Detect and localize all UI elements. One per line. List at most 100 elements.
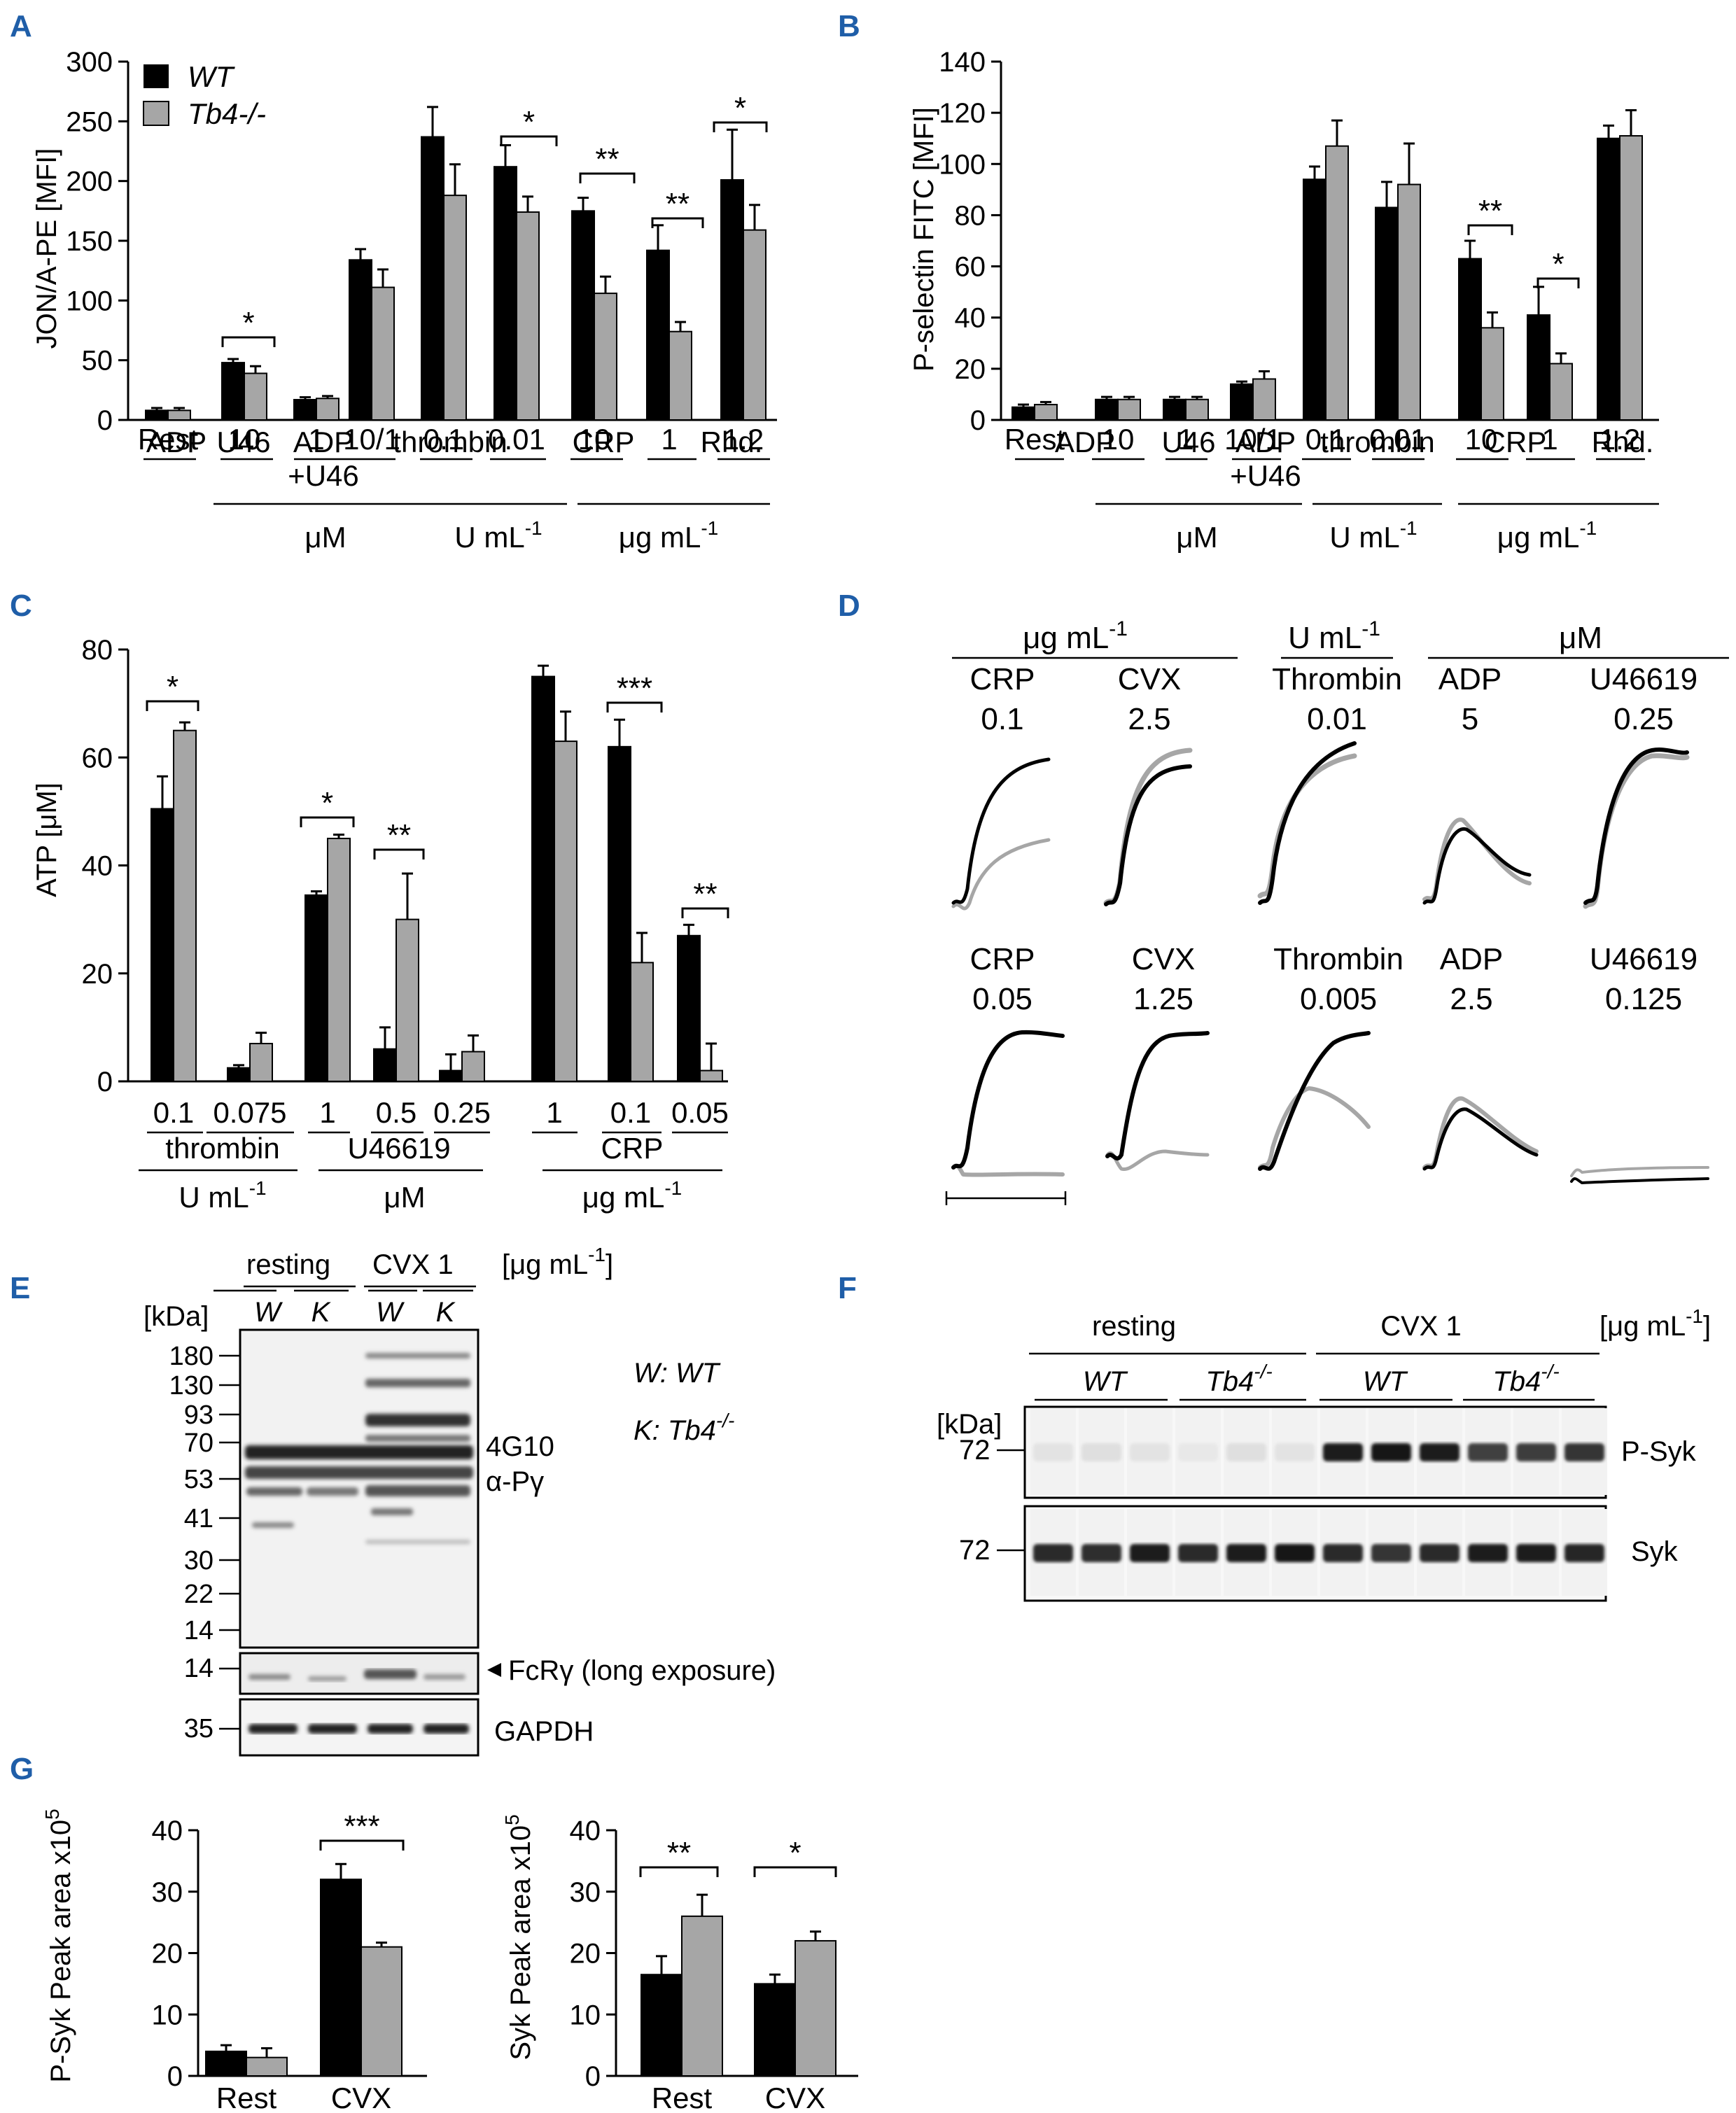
bar-wt xyxy=(608,745,631,1082)
bar-ko xyxy=(1619,135,1643,421)
blot-e-marker-gapdh: 35 xyxy=(184,1714,214,1743)
trace-adp-5-wt xyxy=(1422,827,1532,905)
panel-d-aggregation-traces: μg mL-1 U mL-1 μM CRP 0.1 CVX 2.5 Thromb… xyxy=(945,617,1729,1205)
chart-a-agonist-extra: +U46 xyxy=(288,459,359,492)
blot-f-syk-label: Syk xyxy=(1631,1536,1679,1567)
trace-dose: 0.005 xyxy=(1300,982,1377,1016)
legend-wt-swatch xyxy=(144,64,169,88)
bar-wt xyxy=(1230,383,1254,421)
chart-a-agonist: ADP xyxy=(293,426,354,458)
bar-ko xyxy=(1252,378,1276,421)
trace-crp-0.1-ko xyxy=(951,838,1051,911)
significance-bracket xyxy=(606,701,663,712)
y-tick-label: 150 xyxy=(66,226,113,257)
trace-adp-5-ko xyxy=(1422,817,1532,901)
x-category-label: 0.1 xyxy=(1306,423,1346,456)
x-category-label: Rest xyxy=(138,423,199,456)
capillary-band xyxy=(1275,1544,1315,1562)
x-category-label: 0.1 xyxy=(153,1096,194,1129)
x-category-label: Rest xyxy=(652,2082,713,2113)
chart-g-syk-ylabel: Syk Peak area x105 xyxy=(501,1814,536,2060)
y-tick-label: 60 xyxy=(82,743,113,773)
panel-label-g: G xyxy=(10,1752,34,1786)
bar-ko xyxy=(1034,404,1058,421)
chart-b-unit: μM xyxy=(1176,521,1217,554)
blot-e-marker: 53 xyxy=(184,1465,214,1494)
bar-wt xyxy=(531,675,555,1082)
y-tick-label: 300 xyxy=(66,47,113,78)
x-category-label: 0.05 xyxy=(671,1096,729,1129)
significance-bracket xyxy=(651,217,704,228)
bar-ko xyxy=(371,286,395,421)
chart-g-psyk-ylabel: P-Syk Peak area x105 xyxy=(41,1809,76,2082)
blot-f-group: CVX 1 xyxy=(1380,1311,1462,1342)
blot-e-fcr-label: FcRγ (long exposure) xyxy=(508,1655,776,1686)
x-category-label: 1 xyxy=(546,1096,562,1129)
capillary-band xyxy=(1420,1544,1460,1562)
trace-agonist: U46619 xyxy=(1590,942,1698,976)
blot-e-marker: 70 xyxy=(184,1428,214,1458)
x-category-label: Rest xyxy=(1004,423,1065,456)
blot-e-lane: W xyxy=(254,1297,283,1328)
bar-wt xyxy=(1303,178,1326,421)
blot-e-key-k: K: Tb4-/- xyxy=(634,1410,734,1446)
trace-agonist: U46619 xyxy=(1590,662,1698,696)
capillary-band xyxy=(1371,1443,1411,1461)
blot-e-gapdh-label: GAPDH xyxy=(494,1716,594,1747)
significance-stars: * xyxy=(523,105,535,139)
bar-ko xyxy=(681,1915,723,2077)
significance-stars: *** xyxy=(344,1809,379,1844)
trace-dose: 1.25 xyxy=(1133,982,1194,1016)
x-category-label: 1 xyxy=(1177,423,1194,456)
trace-crp-0.1-wt xyxy=(951,757,1051,905)
bar-ko xyxy=(516,211,540,421)
trace-u466-0.125-ko xyxy=(1570,1166,1709,1177)
capillary-band xyxy=(1516,1544,1556,1562)
capillary-band xyxy=(1033,1544,1073,1562)
bar-ko xyxy=(1397,183,1421,421)
chart-c-unit: μM xyxy=(384,1181,425,1214)
significance-bracket xyxy=(373,848,425,859)
significance-bracket xyxy=(713,121,768,132)
chart-a-bars: 0 50 100 150 200 250 300 Rest 10 1 10/1 0.1 0.01 10 1 1… xyxy=(66,47,777,461)
trace-cvx-2.5-wt xyxy=(1104,764,1192,906)
x-category-label: 0.5 xyxy=(376,1096,416,1129)
bar-ko xyxy=(244,372,267,421)
bar-ko xyxy=(594,293,617,421)
bar-ko xyxy=(1117,398,1141,421)
x-category-label: 0.01 xyxy=(488,423,545,456)
y-tick-label: 60 xyxy=(955,252,986,283)
x-category-label: 1 xyxy=(319,1096,335,1129)
y-tick-label: 10 xyxy=(570,2000,601,2030)
trace-crp-0.05-wt xyxy=(951,1030,1065,1170)
bar-ko xyxy=(743,229,766,421)
y-tick-label: 120 xyxy=(939,98,986,129)
significance-bracket xyxy=(319,1839,405,1851)
blot-e-4g10-label: 4G10 xyxy=(486,1431,554,1462)
bar-ko xyxy=(443,195,467,421)
blot-f-subgroup: WT xyxy=(1363,1366,1408,1397)
bar-wt xyxy=(1095,398,1119,421)
capillary-band xyxy=(1082,1443,1121,1461)
chart-c-agonist: CRP xyxy=(601,1132,664,1165)
bar-ko xyxy=(554,740,578,1083)
bar-wt xyxy=(646,249,670,421)
trace-u466-0.125-wt xyxy=(1570,1177,1709,1184)
capillary-band xyxy=(1516,1443,1556,1461)
capillary-band xyxy=(1226,1544,1266,1562)
bar-wt xyxy=(421,136,444,421)
bar-ko xyxy=(1325,145,1349,421)
significance-stars: ** xyxy=(387,818,411,852)
trace-cvx-1.25-wt xyxy=(1105,1031,1210,1161)
trace-thr-0.01-wt xyxy=(1258,741,1357,905)
blot-e-lane: W xyxy=(376,1297,405,1328)
blot-e-unit: [μg mL-1] xyxy=(502,1244,613,1280)
panel-d-header: U mL-1 xyxy=(1288,617,1380,655)
bar-wt xyxy=(571,210,595,421)
bar-wt xyxy=(754,1983,796,2077)
legend-ko-swatch xyxy=(143,101,169,126)
y-tick-label: 30 xyxy=(570,1877,601,1908)
blot-f-subgroup: Tb4-/- xyxy=(1205,1361,1272,1397)
chart-b-agonist: Rhd. xyxy=(1592,426,1654,458)
